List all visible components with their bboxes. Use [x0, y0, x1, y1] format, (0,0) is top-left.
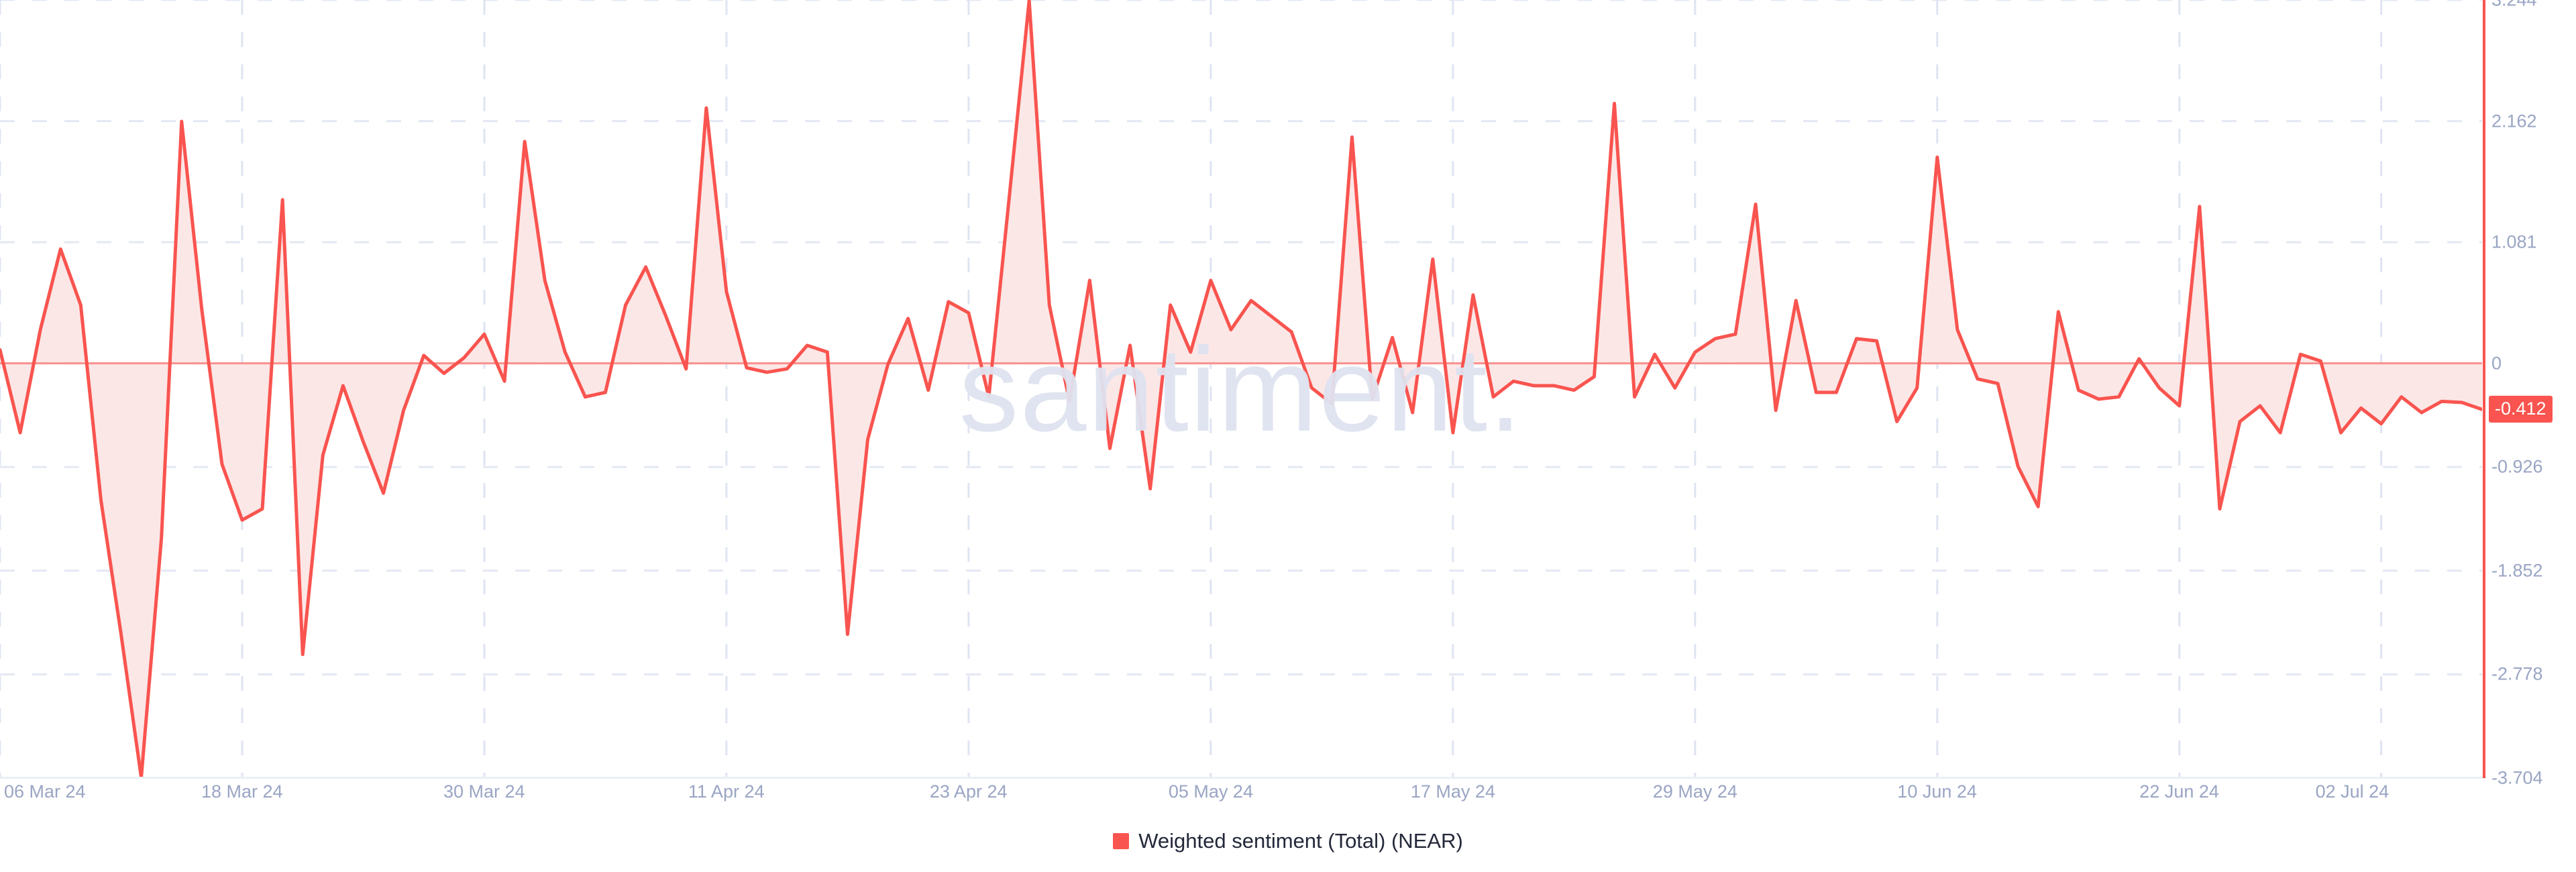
- x-axis-tick-label: 22 Jun 24: [2139, 781, 2219, 802]
- x-axis-tick-label: 17 May 24: [1410, 781, 1495, 802]
- y-axis-line: [2483, 0, 2485, 778]
- legend-item-label: Weighted sentiment (Total) (NEAR): [1138, 829, 1463, 853]
- x-axis-tick-label: 23 Apr 24: [929, 781, 1008, 802]
- chart-legend[interactable]: Weighted sentiment (Total) (NEAR): [0, 830, 2576, 851]
- x-axis-tick-label: 29 May 24: [1652, 781, 1737, 802]
- vertical-gridlines: [0, 0, 2383, 778]
- y-axis-labels: 3.244 2.162 1.081 0 -0.926 -1.852 -2.778 -3.704…: [2486, 0, 2576, 787]
- y-axis-tick-label: 0: [2491, 353, 2502, 374]
- x-axis-tick-label: 05 May 24: [1168, 781, 1253, 802]
- y-axis-tick-label: -3.704: [2491, 767, 2543, 788]
- y-axis-tick-label: -1.852: [2491, 560, 2543, 581]
- series-line: [0, 0, 2482, 778]
- x-axis-tick-label: 10 Jun 24: [1897, 781, 1977, 802]
- chart-plot-area[interactable]: [0, 0, 2482, 778]
- y-axis-tick-label: -0.926: [2491, 456, 2543, 477]
- x-axis-tick-label: 02 Jul 24: [2315, 781, 2390, 802]
- series-area-fill: [0, 0, 2482, 778]
- y-axis-tick-label: 1.081: [2491, 231, 2537, 252]
- y-axis-tick-label: -2.778: [2491, 663, 2543, 684]
- y-axis-tick-label: 3.244: [2491, 0, 2537, 9]
- x-axis-line: [0, 777, 2486, 779]
- current-value-badge: -0.412: [2489, 396, 2553, 423]
- x-axis-tick-label: 30 Mar 24: [443, 781, 525, 802]
- legend-color-swatch: [1113, 832, 1130, 849]
- x-axis-tick-label: 11 Apr 24: [688, 781, 765, 802]
- y-axis-tick-label: 2.162: [2491, 111, 2537, 131]
- x-axis-tick-label: 06 Mar 24: [4, 781, 86, 802]
- chart-svg: [0, 0, 2482, 778]
- x-axis-tick-label: 18 Mar 24: [201, 781, 283, 802]
- x-axis-labels: 06 Mar 24 18 Mar 24 30 Mar 24 11 Apr 24 23 A…: [0, 780, 2576, 810]
